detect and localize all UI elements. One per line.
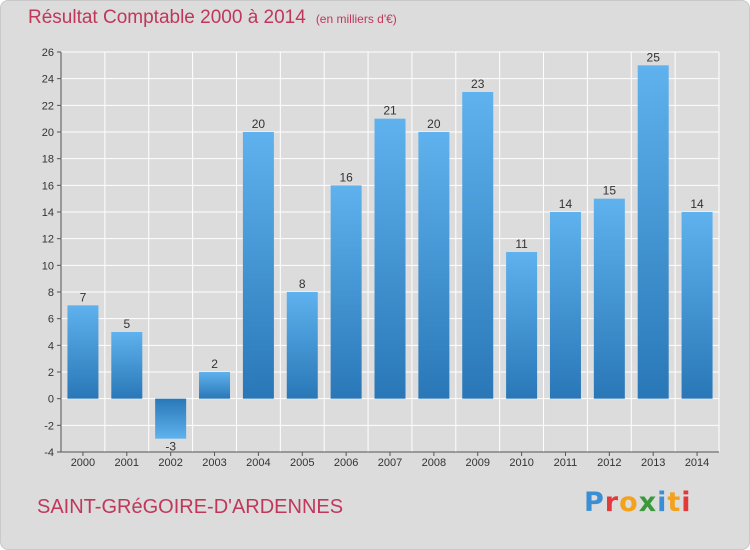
value-label-2009: 23 [471, 77, 485, 91]
bar-2006 [330, 185, 362, 399]
bar-2014 [681, 212, 713, 399]
y-tick-label: 24 [42, 74, 54, 86]
bar-2011 [549, 212, 581, 399]
value-label-2001: 5 [123, 317, 130, 331]
x-tick-label-2006: 2006 [334, 457, 358, 469]
x-tick-label-2002: 2002 [158, 457, 182, 469]
value-label-2013: 25 [647, 50, 661, 64]
x-tick-label-2012: 2012 [597, 457, 621, 469]
value-label-2002: -3 [165, 440, 176, 454]
x-tick-label-2001: 2001 [115, 457, 139, 469]
y-tick-label: 8 [48, 287, 54, 299]
y-tick-label: 6 [48, 314, 54, 326]
bar-2008 [418, 132, 450, 399]
logo-letter: i [681, 487, 692, 518]
y-tick-label: 18 [42, 154, 54, 166]
label-layer: 7 5 -3 2 20 8 16 21 20 23 11 14 15 25 14 [80, 50, 704, 453]
value-label-2005: 8 [299, 277, 306, 291]
y-tick-label: 10 [42, 260, 54, 272]
bar-2007 [374, 118, 406, 399]
y-tick-label: 26 [42, 47, 54, 59]
bar-2005 [286, 292, 318, 399]
y-tick-label: 20 [42, 127, 54, 139]
logo-letter: i [657, 487, 668, 518]
y-tick-label: 14 [42, 207, 54, 219]
chart-title-text: Résultat Comptable 2000 à 2014 [28, 7, 306, 28]
logo-letter: x [638, 487, 658, 518]
x-tick-label-2007: 2007 [378, 457, 402, 469]
x-tick-label-2009: 2009 [465, 457, 489, 469]
value-label-2004: 20 [252, 117, 266, 131]
x-tick-label-2014: 2014 [685, 457, 709, 469]
bar-2002 [155, 398, 187, 439]
x-tick-label-2008: 2008 [422, 457, 446, 469]
value-label-2006: 16 [339, 170, 353, 184]
x-tick-label-2005: 2005 [290, 457, 314, 469]
chart-title: Résultat Comptable 2000 à 2014 (en millie… [28, 7, 397, 29]
y-tick-label: 12 [42, 234, 54, 246]
value-label-2003: 2 [211, 357, 218, 371]
value-label-2012: 15 [603, 184, 617, 198]
value-label-2011: 14 [559, 197, 573, 211]
logo-letter: o [619, 487, 639, 518]
y-tick-label: -4 [44, 447, 54, 459]
x-tick-label-2000: 2000 [71, 457, 95, 469]
bar-2001 [111, 332, 143, 399]
bar-2000 [67, 305, 99, 399]
value-label-2000: 7 [80, 290, 87, 304]
y-tick-label: 4 [48, 340, 54, 352]
logo-letter: t [667, 487, 682, 518]
value-label-2014: 14 [690, 197, 704, 211]
bar-2010 [506, 252, 538, 399]
logo-letter: r [604, 487, 620, 518]
bar-2004 [242, 132, 274, 399]
y-tick-label: -2 [44, 420, 54, 432]
x-tick-label-2004: 2004 [246, 457, 270, 469]
bar-2013 [637, 65, 669, 399]
commune-name: SAINT-GRéGOIRE-D'ARDENNES [37, 496, 344, 518]
value-label-2008: 20 [427, 117, 441, 131]
chart-unit-note: (en milliers d'€) [315, 12, 397, 26]
value-label-2010: 11 [515, 237, 528, 251]
proxiti-logo: Proxiti [584, 487, 692, 518]
x-tick-label-2010: 2010 [509, 457, 533, 469]
bar-2012 [593, 198, 625, 399]
value-label-2007: 21 [383, 104, 397, 118]
bar-layer [67, 65, 713, 439]
x-tick-label-2011: 2011 [554, 457, 578, 469]
bar-2009 [462, 92, 494, 399]
x-tick-label-2013: 2013 [641, 457, 665, 469]
y-tick-label: 2 [48, 367, 54, 379]
x-tick-label-2003: 2003 [202, 457, 226, 469]
y-tick-label: 0 [48, 394, 54, 406]
logo-letter: P [584, 487, 605, 518]
bar-2003 [199, 372, 231, 399]
y-tick-label: 22 [42, 100, 54, 112]
y-tick-label: 16 [42, 180, 54, 192]
